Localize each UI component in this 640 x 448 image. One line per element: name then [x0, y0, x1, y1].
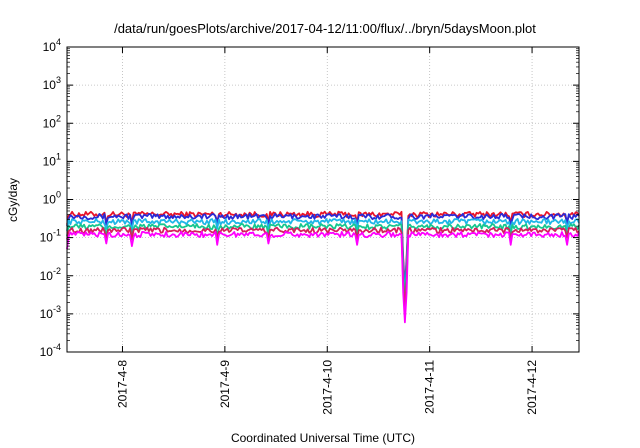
x-tick-label: 2017-4-9: [218, 360, 232, 408]
series-line: [66, 226, 580, 312]
x-tick-label: 2017-4-11: [423, 360, 437, 414]
series-line: [66, 212, 580, 292]
series-line: [66, 230, 580, 324]
grid-lines: [67, 47, 579, 352]
series-line: [66, 218, 580, 297]
y-tick-label: 102: [43, 113, 61, 130]
series-line: [66, 210, 580, 289]
y-tick-label: 10-1: [40, 228, 61, 245]
y-tick-label: 10-4: [40, 342, 61, 359]
y-tick-label: 10-3: [40, 304, 61, 321]
x-tick-label: 2017-4-8: [115, 360, 129, 408]
y-axis-label: cGy/day: [6, 178, 20, 222]
y-tick-label: 10-2: [40, 266, 61, 283]
series-group: [66, 210, 580, 324]
series-line: [66, 223, 580, 304]
x-axis-label: Coordinated Universal Time (UTC): [231, 431, 415, 445]
chart-title: /data/run/goesPlots/archive/2017-04-12/1…: [114, 21, 536, 36]
y-tick-label: 100: [43, 190, 61, 207]
x-tick-label: 2017-4-12: [525, 360, 539, 415]
y-axis: 10-4 10-3 10-2 10-1 100 101 102 103 104: [40, 37, 579, 359]
y-tick-label: 103: [43, 75, 61, 92]
x-tick-label: 2017-4-10: [320, 360, 334, 415]
x-axis: 2017-4-8 2017-4-9 2017-4-10 2017-4-11 2017-4…: [115, 47, 539, 415]
y-tick-label: 101: [43, 151, 61, 168]
y-tick-label: 104: [43, 37, 61, 54]
